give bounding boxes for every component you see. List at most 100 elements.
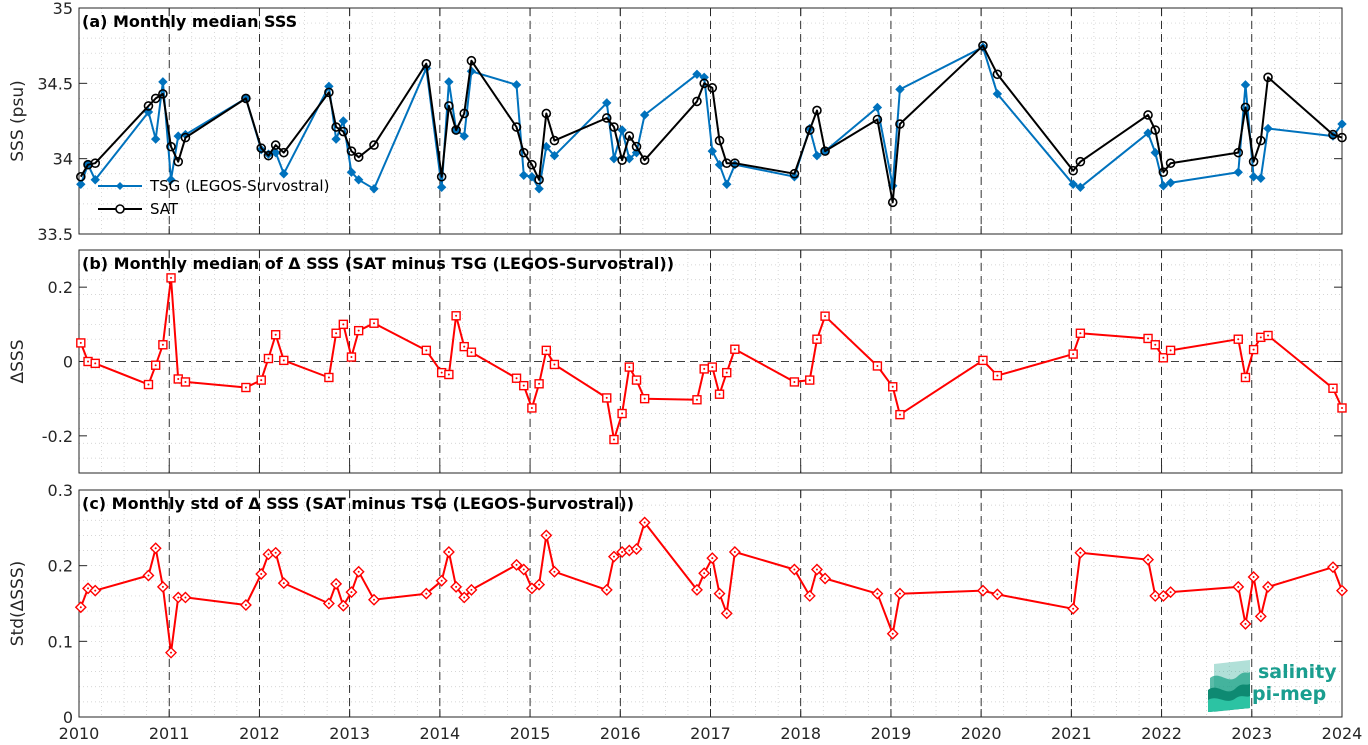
y-tick-label: 0.1: [48, 632, 73, 651]
data-point: [707, 146, 718, 156]
data-point-center: [898, 592, 901, 595]
panel-2: -0.2 0 0.2 ΔSSS (b) Monthly median of Δ SSS …: [8, 249, 1347, 474]
data-point-center: [545, 534, 548, 537]
data-point: [1143, 128, 1153, 138]
data-point: [992, 89, 1003, 99]
data-point: [346, 146, 357, 156]
data-point-center: [342, 604, 345, 607]
data-point: [76, 171, 86, 182]
data-point-center: [1267, 334, 1270, 337]
data-point-center: [147, 383, 150, 386]
logo-line2: pi-mep: [1252, 683, 1326, 705]
y-tick-label: 0: [63, 708, 73, 727]
data-point-center: [170, 651, 173, 654]
data-point-center: [1072, 353, 1075, 356]
data-point-center: [891, 632, 894, 635]
data-point-center: [1162, 356, 1165, 359]
data-point-center: [1162, 594, 1165, 597]
data-point-center: [996, 593, 999, 596]
data-point-center: [335, 332, 338, 335]
data-point-center: [260, 572, 263, 575]
data-point-center: [522, 568, 525, 571]
data-point-center: [154, 364, 157, 367]
panel-title: (b) Monthly median of Δ SSS (SAT minus T…: [82, 254, 674, 273]
data-point: [527, 172, 537, 182]
data-point-center: [170, 276, 173, 279]
data-point-center: [733, 551, 736, 554]
data-point-center: [357, 570, 360, 573]
data-point: [451, 125, 461, 135]
data-point: [804, 125, 815, 135]
data-point: [90, 158, 101, 168]
data-point-center: [628, 549, 631, 552]
data-point-center: [1267, 585, 1270, 588]
data-point: [730, 158, 740, 168]
data-point-center: [718, 592, 721, 595]
y-axis-label: Std(ΔSSS): [8, 561, 28, 647]
data-point: [534, 174, 544, 185]
data-point: [1150, 147, 1160, 158]
y-tick-label: 33.5: [37, 225, 73, 244]
x-tick-label: 2015: [510, 724, 551, 743]
data-point: [76, 179, 86, 189]
legend-swatch-marker: [115, 204, 125, 214]
data-point: [263, 150, 274, 161]
x-tick-label: 2020: [961, 724, 1002, 743]
logo-line1: salinity: [1258, 661, 1337, 683]
y-tick-label: -0.2: [42, 427, 73, 446]
data-point: [631, 141, 642, 152]
data-point: [331, 122, 341, 132]
data-point-center: [350, 356, 353, 359]
x-tick-label: 2010: [59, 724, 100, 743]
data-point: [789, 172, 800, 182]
data-point: [511, 122, 522, 132]
legend-label: SAT: [150, 200, 179, 218]
data-point: [617, 125, 627, 135]
data-point: [1068, 165, 1078, 176]
data-point-center: [824, 577, 827, 580]
data-point: [1248, 172, 1259, 182]
y-tick-label: 0.3: [48, 481, 73, 500]
data-point: [180, 132, 191, 143]
data-point: [1240, 102, 1251, 113]
data-point: [143, 101, 154, 111]
data-point: [1248, 156, 1259, 167]
data-point-center: [635, 548, 638, 551]
data-point: [519, 170, 529, 180]
data-point: [692, 96, 702, 107]
data-point: [609, 153, 619, 164]
data-point-center: [1237, 585, 1240, 588]
data-point-center: [94, 362, 97, 365]
data-point: [436, 182, 447, 193]
data-point-center: [621, 412, 624, 415]
data-point-center: [635, 379, 638, 382]
data-point: [444, 101, 454, 111]
data-point-center: [876, 364, 879, 367]
data-point: [1337, 119, 1347, 129]
data-point-center: [605, 396, 608, 399]
x-tick-label: 2021: [1051, 724, 1092, 743]
data-point: [1075, 182, 1086, 193]
data-point: [872, 114, 883, 125]
data-point: [617, 155, 627, 165]
data-point: [518, 147, 529, 158]
data-point-center: [87, 360, 90, 363]
panel-1: 33.5 34 34.5 35 SSS (psu) (a) Monthly median …: [8, 0, 1347, 244]
data-point-center: [643, 521, 646, 524]
data-point-center: [522, 384, 525, 387]
data-point-center: [177, 596, 180, 599]
data-point-center: [725, 371, 728, 374]
data-point-center: [1331, 566, 1334, 569]
data-point-center: [695, 588, 698, 591]
data-point: [90, 175, 100, 185]
data-point: [699, 72, 709, 83]
data-point: [173, 131, 183, 141]
x-tick-label: 2016: [600, 724, 641, 743]
data-point: [541, 108, 552, 119]
data-point: [639, 155, 650, 165]
data-point-center: [455, 314, 458, 317]
data-point-center: [244, 386, 247, 389]
data-point: [166, 141, 176, 152]
data-point: [1256, 135, 1266, 146]
